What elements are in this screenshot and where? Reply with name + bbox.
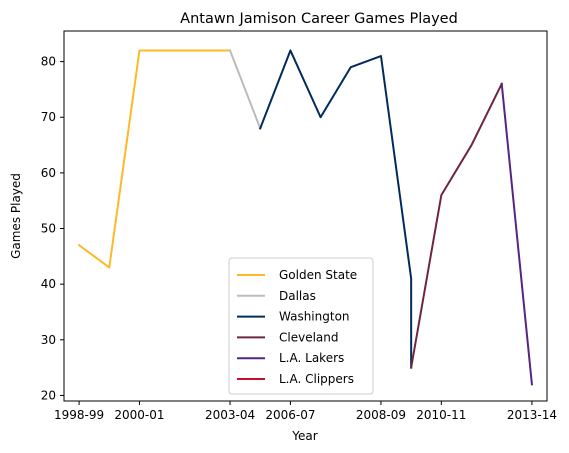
x-tick-label: 2013-14	[507, 408, 557, 422]
x-tick-label: 1998-99	[54, 408, 104, 422]
x-axis-ticks: 1998-99 2000-01 2003-04 2006-07 2008-09 2010-…	[54, 401, 557, 422]
legend-label-dallas: Dallas	[279, 289, 316, 303]
x-tick-label: 2006-07	[265, 408, 315, 422]
x-tick-label: 2003-04	[205, 408, 255, 422]
y-tick-label: 40	[41, 277, 56, 291]
chart-title: Antawn Jamison Career Games Played	[180, 11, 458, 27]
legend-label-washington: Washington	[279, 310, 350, 324]
series-line-cleveland	[410, 82, 504, 369]
series-line-dallas	[228, 49, 262, 130]
y-axis-label: Games Played	[9, 173, 23, 259]
x-axis-label: Year	[291, 429, 317, 443]
series-line-golden-state	[77, 49, 232, 269]
y-tick-label: 70	[41, 110, 56, 124]
legend-label-l-a-clippers: L.A. Clippers	[279, 372, 354, 386]
y-axis-ticks: 20 30 40 50 60 70 80	[41, 55, 64, 402]
legend: Golden State Dallas Washington Cleveland L.A…	[228, 257, 374, 395]
legend-label-cleveland: Cleveland	[279, 330, 339, 344]
x-tick-label: 2010-11	[416, 408, 466, 422]
series-line-washington	[258, 49, 413, 369]
y-tick-label: 30	[41, 333, 56, 347]
x-tick-label: 2008-09	[356, 408, 406, 422]
plot-frame	[63, 30, 548, 402]
legend-label-golden-state: Golden State	[279, 268, 357, 282]
y-tick-label: 60	[41, 166, 56, 180]
y-tick-label: 20	[41, 388, 56, 402]
y-tick-label: 50	[41, 222, 56, 236]
legend-label-l-a-lakers: L.A. Lakers	[279, 351, 344, 365]
x-tick-label: 2000-01	[114, 408, 164, 422]
y-tick-label: 80	[41, 55, 56, 69]
legend-box	[228, 257, 374, 395]
plot-lines	[77, 49, 534, 386]
series-line-l-a-lakers	[500, 82, 534, 386]
